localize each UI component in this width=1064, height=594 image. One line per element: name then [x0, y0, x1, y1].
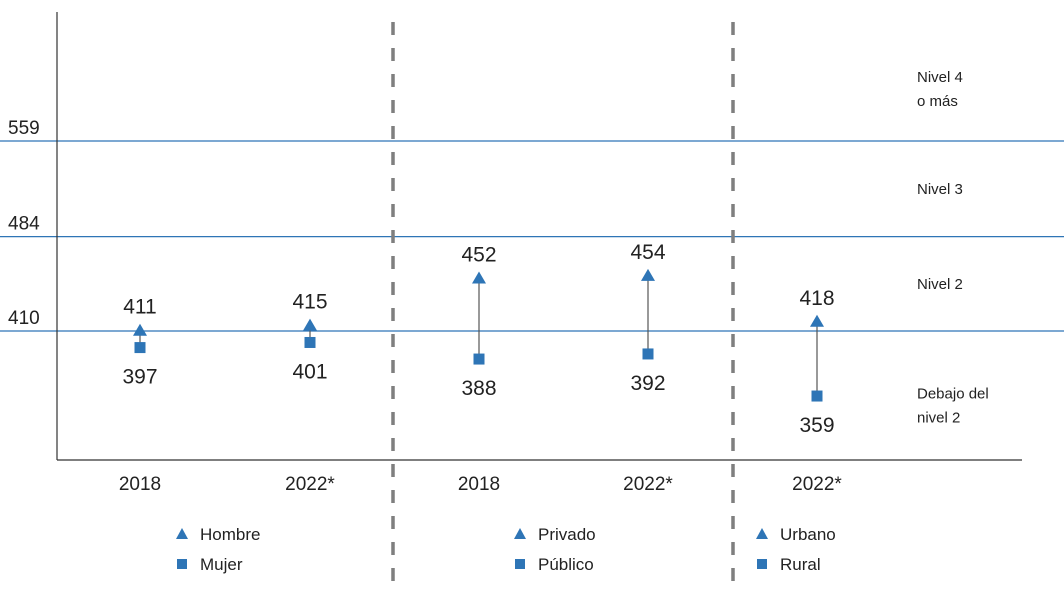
level-label: nivel 2	[917, 410, 960, 427]
high-value-label: 452	[461, 243, 496, 266]
y-tick-label: 484	[8, 214, 40, 235]
high-point-triangle	[303, 318, 317, 331]
low-point-square	[304, 336, 316, 348]
legend-label: Hombre	[200, 525, 260, 544]
legend-triangle-marker	[756, 528, 768, 539]
legends: Hombre Mujer Privado Público Urbano Rural	[176, 525, 836, 574]
level-label: Nivel 4	[917, 69, 963, 86]
legend-label: Rural	[780, 555, 821, 574]
x-tick-labels: 2018 2022* 2018 2022* 2022*	[119, 474, 843, 495]
legend-label: Público	[538, 555, 594, 574]
high-point-triangle	[641, 268, 655, 281]
group-separators	[391, 22, 735, 594]
x-tick-label: 2022*	[792, 474, 842, 495]
high-point-triangle	[133, 323, 147, 336]
legend-square-marker	[177, 559, 187, 569]
legend-label: Privado	[538, 525, 596, 544]
legend-square-marker	[757, 559, 767, 569]
legend-label: Urbano	[780, 525, 836, 544]
x-tick-label: 2022*	[285, 474, 335, 495]
y-tick-label: 410	[8, 308, 40, 329]
axes	[56, 12, 1022, 461]
high-point-triangle	[810, 314, 824, 327]
high-value-label: 418	[799, 287, 834, 310]
level-label: Nivel 3	[917, 181, 963, 198]
low-value-label: 392	[630, 372, 665, 395]
legend-triangle-marker	[514, 528, 526, 539]
high-value-label: 411	[123, 296, 156, 319]
level-label: Debajo del	[917, 386, 989, 403]
level-labels: Nivel 4 o más Nivel 3 Nivel 2 Debajo del nive…	[917, 69, 989, 427]
low-point-square	[134, 342, 146, 354]
level-label: Nivel 2	[917, 276, 963, 293]
low-value-label: 388	[461, 377, 496, 400]
low-point-square	[473, 353, 485, 365]
low-point-square	[811, 390, 823, 402]
y-tick-labels: 559 484 410	[8, 118, 40, 329]
low-value-label: 401	[292, 360, 327, 383]
x-tick-label: 2022*	[623, 474, 673, 495]
x-tick-label: 2018	[119, 474, 161, 495]
data-points: 411 397 415 401 452 388 454 392 418 359	[122, 241, 834, 437]
threshold-lines	[0, 140, 1064, 332]
y-tick-label: 559	[8, 118, 40, 139]
low-value-label: 359	[799, 414, 834, 437]
legend-triangle-marker	[176, 528, 188, 539]
low-value-label: 397	[122, 366, 157, 389]
level-label: o más	[917, 93, 958, 110]
high-value-label: 454	[630, 241, 665, 264]
high-value-label: 415	[292, 291, 327, 314]
low-point-square	[642, 348, 654, 360]
legend-square-marker	[515, 559, 525, 569]
legend-label: Mujer	[200, 555, 243, 574]
high-point-triangle	[472, 271, 486, 284]
x-tick-label: 2018	[458, 474, 500, 495]
